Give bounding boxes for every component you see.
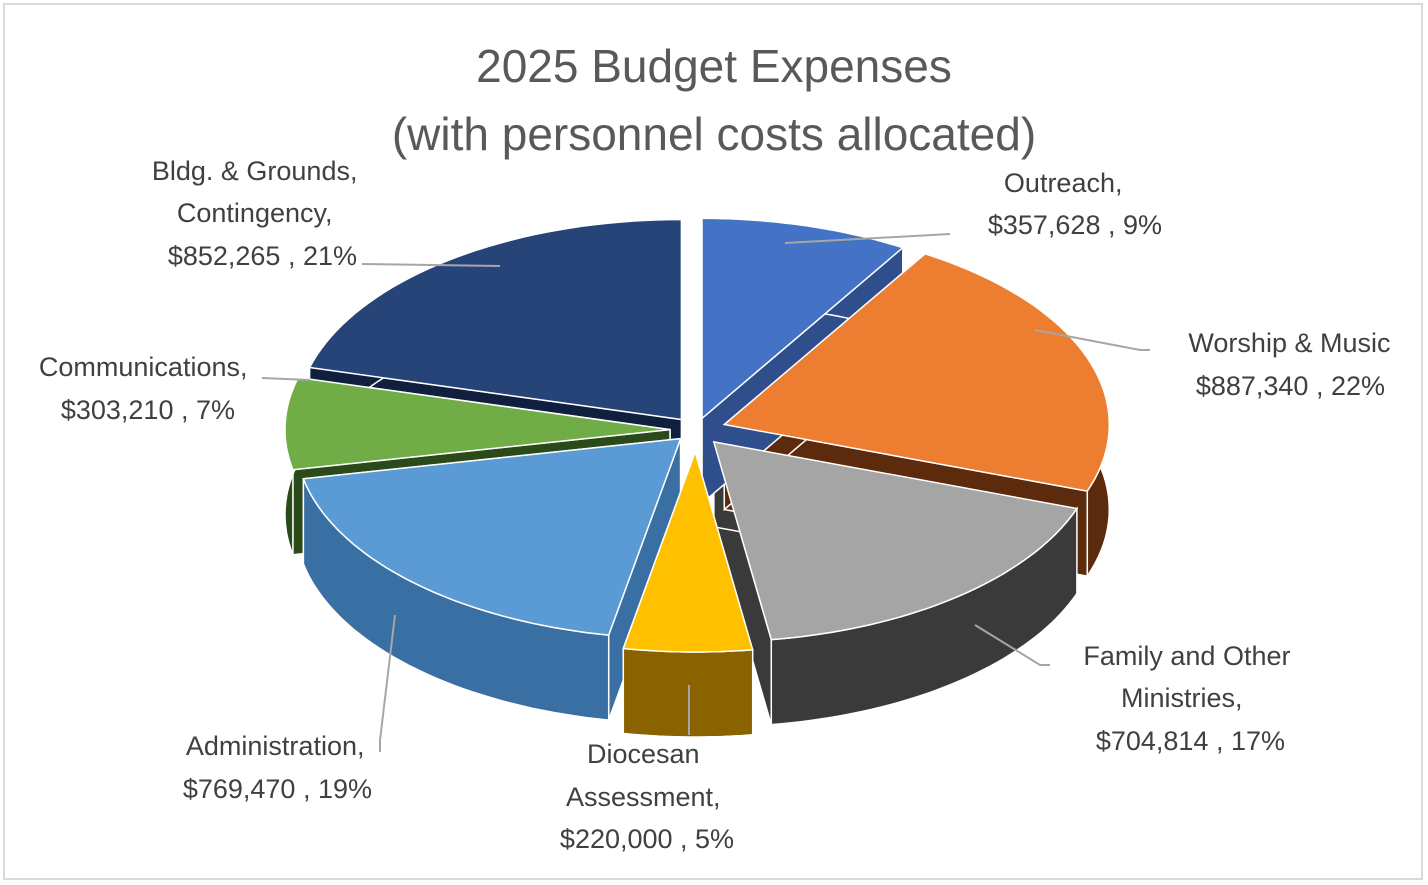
leader-line-worship (1034, 329, 1150, 351)
data-label-worship-name: Worship & Music (1188, 328, 1390, 358)
pie-slice-communications (284, 376, 671, 471)
chart-title-line-1: 2025 Budget Expenses (476, 40, 952, 92)
pie-slice-outreach (701, 217, 905, 421)
data-label-outreach-value: $357,628 , 9% (988, 210, 1162, 240)
data-label-worship: Worship & Music $887,340 , 22% (1188, 328, 1398, 401)
leader-line-bldg (361, 263, 501, 267)
data-label-administration: Administration, $769,470 , 19% (183, 731, 372, 804)
data-label-communications-name: Communications, (39, 352, 248, 382)
data-label-administration-value: $769,470 , 19% (183, 774, 372, 804)
chart-title-line-2: (with personnel costs allocated) (392, 108, 1036, 160)
data-label-communications-value: $303,210 , 7% (61, 395, 235, 425)
data-label-communications: Communications, $303,210 , 7% (39, 352, 255, 425)
pie-slice-diocesan (622, 449, 754, 653)
leader-line-communications (261, 377, 311, 381)
pie-slice-administration (302, 437, 682, 636)
data-label-diocesan-name-2: Assessment, (566, 782, 721, 812)
data-label-bldg-name-2: Contingency, (177, 198, 333, 228)
data-label-diocesan-value: $220,000 , 5% (560, 824, 734, 854)
data-label-outreach: Outreach, $357,628 , 9% (988, 168, 1162, 240)
pie-slice-bldg (308, 218, 683, 421)
data-label-administration-name: Administration, (186, 731, 365, 761)
leader-line-family (974, 624, 1050, 666)
data-label-diocesan-name-1: Diocesan (587, 739, 700, 769)
data-label-worship-value: $887,340 , 22% (1196, 371, 1385, 401)
data-label-outreach-name: Outreach, (1004, 168, 1123, 198)
data-label-bldg-name-1: Bldg. & Grounds, (152, 156, 358, 186)
data-label-bldg: Bldg. & Grounds, Contingency, $852,265 ,… (152, 156, 365, 271)
data-label-family: Family and Other Ministries, $704,814 , … (1083, 641, 1298, 756)
pie-slice-family (712, 440, 1079, 641)
pie-slice-worship (722, 252, 1111, 492)
data-labels: Outreach, $357,628 , 9% Worship & Music … (39, 156, 1398, 854)
data-label-family-name-2: Ministries, (1121, 683, 1243, 713)
data-label-diocesan: Diocesan Assessment, $220,000 , 5% (560, 739, 734, 854)
data-label-family-name-1: Family and Other (1083, 641, 1290, 671)
pie-slice-tops (284, 217, 1111, 653)
leader-line-outreach (784, 233, 951, 244)
data-label-bldg-value: $852,265 , 21% (168, 241, 357, 271)
leader-line-administration (379, 614, 396, 752)
data-label-family-value: $704,814 , 17% (1096, 726, 1285, 756)
